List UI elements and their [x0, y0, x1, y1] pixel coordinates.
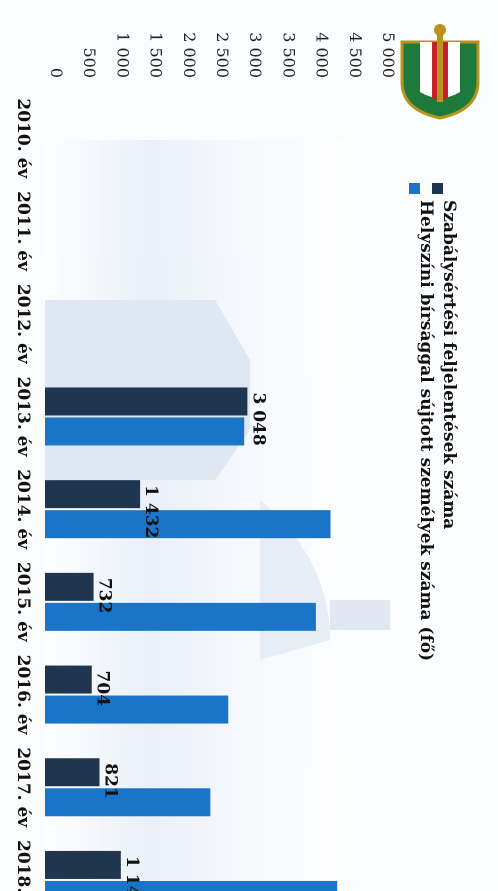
bar-series-1: [45, 880, 338, 891]
data-labels: 3 048 1 432 732 704 821 1 142: [93, 392, 269, 891]
value-axis: 0 500 1 000 1 500 2 000 2 500 3 000 3 500 4 000 4…: [47, 32, 398, 78]
category-label: 2018. év: [13, 840, 33, 891]
legend-swatch-series-1: [409, 183, 420, 194]
bar-series-1: [45, 695, 229, 724]
bar-series-0: [45, 665, 92, 694]
bars: [45, 387, 338, 891]
bar-series-1: [45, 788, 211, 817]
y-tick-label: 3 500: [279, 32, 298, 78]
legend-label-series-0: Szabálysértési feljelentések száma: [439, 200, 459, 529]
y-tick-label: 500: [80, 47, 99, 78]
bar-series-1: [45, 417, 245, 446]
category-label: 2010. év: [13, 98, 33, 179]
legend-swatch-series-0: [432, 183, 443, 194]
bar-series-0: [45, 387, 248, 416]
category-axis: 2010. év 2011. év 2012. év 2013. év 2014. év…: [13, 98, 33, 891]
bar-series-0: [45, 572, 94, 601]
category-label: 2013. év: [13, 377, 33, 458]
data-label: 1 432: [141, 485, 161, 538]
category-label: 2011. év: [13, 191, 33, 272]
bar-series-1: [45, 602, 316, 631]
data-label: 3 048: [248, 392, 268, 445]
bar-series-1: [45, 510, 331, 539]
bar-series-0: [45, 850, 121, 879]
y-tick-label: 5 000: [379, 32, 398, 78]
bar-series-0: [45, 480, 141, 509]
y-tick-label: 0: [47, 68, 66, 78]
legend-label-series-1: Helyszíni bírsággal sújtott személyek sz…: [416, 200, 436, 661]
y-tick-label: 2 000: [180, 32, 199, 78]
y-tick-label: 1 500: [147, 32, 166, 78]
y-tick-label: 2 500: [213, 32, 232, 78]
category-label: 2014. év: [13, 469, 33, 550]
category-label: 2012. év: [13, 284, 33, 365]
data-label: 704: [93, 671, 113, 707]
legend: Szabálysértési feljelentések száma Helys…: [409, 183, 459, 661]
data-label: 1 142: [122, 856, 142, 891]
category-label: 2017. év: [13, 747, 33, 828]
y-tick-label: 1 000: [113, 32, 132, 78]
category-label: 2016. év: [13, 655, 33, 736]
data-label: 821: [101, 763, 121, 799]
y-tick-label: 3 000: [246, 32, 265, 78]
data-label: 732: [95, 578, 115, 614]
y-tick-label: 4 000: [313, 32, 332, 78]
police-crest-icon: [400, 24, 480, 120]
category-label: 2015. év: [13, 562, 33, 643]
bar-series-0: [45, 758, 100, 787]
y-tick-label: 4 500: [346, 32, 365, 78]
